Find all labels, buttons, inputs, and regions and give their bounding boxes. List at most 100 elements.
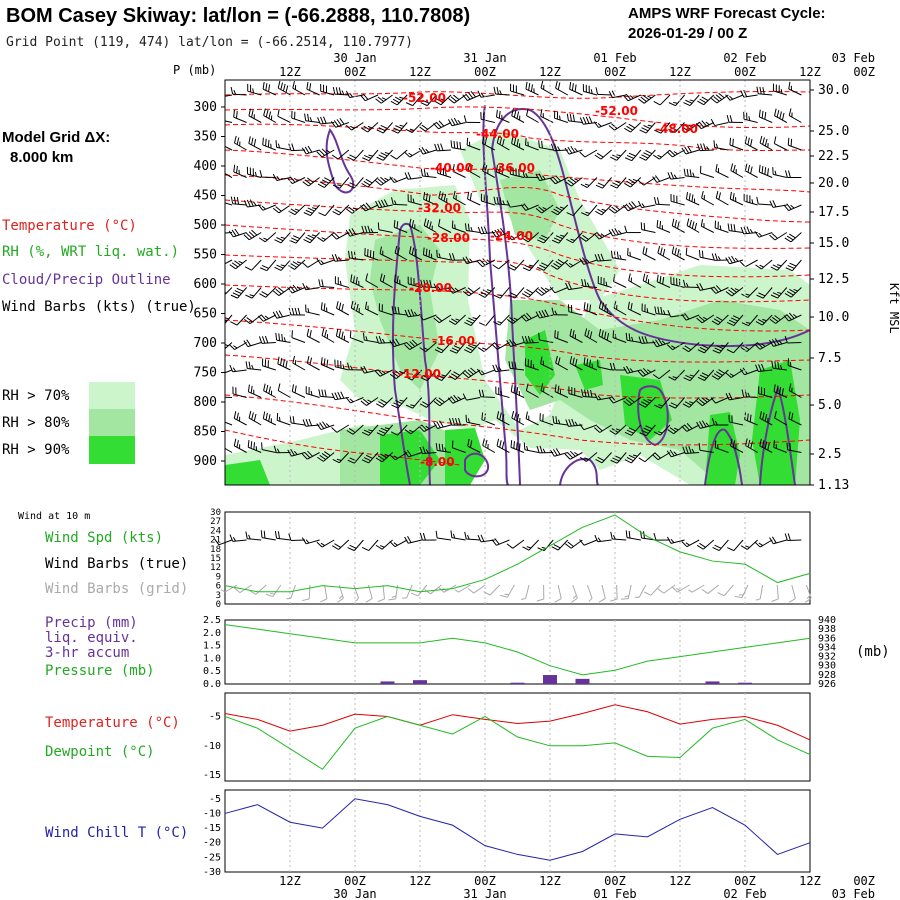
pressure-tick: 940	[818, 615, 836, 626]
wind-chill-tick: -30	[203, 867, 221, 878]
wind-barb	[755, 259, 773, 270]
hour-tick: 00Z	[604, 874, 626, 888]
wind-barb	[625, 332, 641, 343]
wind-barb	[670, 194, 685, 206]
dewpoint-series-label: Dewpoint (°C)	[45, 744, 155, 760]
pressure-tick: 900	[194, 454, 217, 469]
wind-barb	[225, 447, 233, 453]
wind-barb	[652, 175, 671, 183]
pressure-tick: 600	[194, 277, 217, 292]
wind-barb	[507, 259, 525, 271]
wind-barb	[360, 397, 379, 406]
wind-barb	[584, 328, 598, 343]
wind-barb	[261, 358, 276, 371]
wind-barb	[233, 411, 247, 426]
wind-barb	[345, 396, 364, 404]
legend-swatch-rh80	[89, 409, 135, 436]
wind-tick: 30	[210, 508, 221, 518]
wind-barb	[569, 81, 583, 96]
wind-barb	[610, 149, 627, 161]
wind-barb	[349, 330, 364, 343]
wind-barb	[681, 312, 700, 321]
wind-barb	[389, 176, 408, 184]
wind-barb	[249, 584, 267, 595]
rh90-region-c	[620, 375, 672, 440]
wind-barb	[682, 446, 700, 454]
wind-chill-axis: -5 -10 -15 -20 -25 -30	[203, 794, 221, 878]
pressure-tick: 400	[194, 159, 217, 174]
time-height-section: -52.00 -44.00 -40.00 -36.00 -32.00 -28.0…	[173, 51, 900, 493]
wind-barb	[608, 228, 627, 237]
wind-chill-panel-frame	[224, 789, 811, 873]
wind-barb	[320, 83, 335, 96]
wind-barb	[379, 273, 393, 288]
wind-barb	[402, 584, 413, 599]
wind-barb	[306, 356, 320, 371]
temp-contour-28	[225, 224, 810, 278]
wind-barb	[259, 287, 277, 298]
wind-barb	[419, 397, 437, 408]
wind-barb	[462, 90, 481, 101]
wind-barb	[754, 342, 773, 350]
wind-barb	[375, 336, 393, 344]
wind-barb	[247, 384, 262, 398]
wind-barb	[711, 253, 729, 261]
wind-barb	[243, 339, 262, 348]
wind-barb	[454, 584, 471, 593]
temp-label: -44.00	[476, 127, 519, 141]
wind-barb	[754, 539, 773, 548]
wind-barb	[491, 227, 510, 238]
wind-barb	[730, 438, 744, 453]
temp-contour-16	[225, 319, 810, 363]
wind-barb	[715, 190, 729, 206]
wind-barb	[321, 328, 335, 343]
wind-barb	[784, 335, 802, 344]
wind-barb	[483, 584, 501, 596]
wind-barb	[467, 163, 481, 178]
pressure-tick: 700	[194, 336, 217, 351]
date-tick: 01 Feb	[593, 51, 636, 65]
wind-barb	[361, 177, 379, 188]
wind-barb	[594, 149, 612, 160]
wind-barb	[347, 539, 364, 552]
wind-barb	[652, 338, 671, 348]
wind-barb	[755, 314, 773, 326]
wind-barb	[610, 250, 627, 261]
wind-barb	[463, 115, 481, 123]
wind-barb	[725, 255, 744, 265]
wind-barb	[243, 229, 262, 241]
wind-barb	[320, 302, 335, 316]
precip-pressure-panel: Precip (mm) liq. equiv. 3-hr accum Press…	[45, 615, 890, 690]
wind-barb	[277, 383, 291, 398]
wind-barb	[701, 190, 715, 206]
wind-barb	[258, 335, 276, 344]
temperature-tick: -15	[203, 770, 221, 781]
legend-swatch-rh70	[89, 382, 135, 409]
wind-barb	[639, 149, 656, 161]
wind-barb	[232, 386, 247, 398]
wind-barb	[496, 109, 510, 123]
wind-barb	[493, 196, 510, 206]
wind-barb	[740, 89, 758, 98]
wind-barb	[229, 534, 247, 542]
wind-barb	[332, 177, 350, 189]
wind-barb	[320, 357, 335, 371]
wind-barb	[682, 342, 700, 353]
precip-axis: 2.5 2.0 1.51.0 0.5 0.0	[203, 615, 221, 690]
wind-barb	[524, 358, 539, 371]
wind-barb	[375, 539, 393, 550]
wind-barb	[287, 284, 306, 294]
precip-tick: 0.0	[203, 679, 221, 690]
forecast-cycle-value: 2026-01-29 / 00 Z	[628, 25, 747, 42]
legend-temperature: Temperature (°C)	[2, 218, 137, 234]
wind-speed-series	[224, 514, 811, 593]
precip-tick: 2.0	[203, 628, 221, 639]
wind-speed-line	[224, 514, 811, 593]
legend-rh70: RH > 70%	[2, 388, 70, 404]
wind-tick: 3	[216, 591, 221, 601]
wind-barb	[262, 81, 277, 96]
wind-barb	[710, 397, 729, 404]
wind-barb	[375, 94, 393, 104]
wind-barb	[568, 386, 583, 398]
wind-barb	[540, 356, 554, 371]
